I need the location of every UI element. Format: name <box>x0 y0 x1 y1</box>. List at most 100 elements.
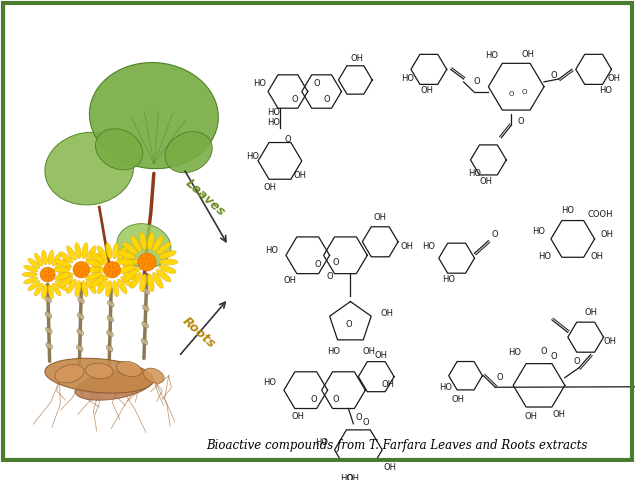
Ellipse shape <box>84 267 100 273</box>
Ellipse shape <box>24 265 38 272</box>
Ellipse shape <box>116 259 134 265</box>
Text: OH: OH <box>291 412 304 420</box>
Ellipse shape <box>46 343 52 349</box>
Ellipse shape <box>86 259 102 267</box>
Ellipse shape <box>141 338 148 345</box>
Text: HO: HO <box>316 438 328 447</box>
Ellipse shape <box>165 132 212 173</box>
Ellipse shape <box>156 269 171 282</box>
Ellipse shape <box>57 265 72 272</box>
Ellipse shape <box>52 253 61 266</box>
Text: Bioactive compounds from T. Farfara Leaves and Roots extracts: Bioactive compounds from T. Farfara Leav… <box>206 439 588 452</box>
Circle shape <box>138 253 156 271</box>
Ellipse shape <box>28 258 40 268</box>
Ellipse shape <box>113 281 119 297</box>
Text: HO: HO <box>328 347 340 356</box>
Text: O: O <box>332 396 339 404</box>
Text: O: O <box>509 91 514 97</box>
Ellipse shape <box>118 251 135 259</box>
Ellipse shape <box>75 281 81 297</box>
Text: OH: OH <box>584 308 597 317</box>
Text: OH: OH <box>264 183 276 192</box>
Text: O: O <box>550 71 557 80</box>
Ellipse shape <box>90 252 104 263</box>
Ellipse shape <box>28 281 40 291</box>
Text: O: O <box>291 95 298 104</box>
Ellipse shape <box>123 242 138 254</box>
Text: HO: HO <box>599 86 612 95</box>
Text: O: O <box>522 88 527 95</box>
Ellipse shape <box>55 259 71 267</box>
Text: HO: HO <box>263 378 276 387</box>
Text: HO: HO <box>422 242 435 251</box>
Ellipse shape <box>52 283 61 296</box>
Text: O: O <box>541 347 547 356</box>
Ellipse shape <box>123 259 139 267</box>
Text: O: O <box>550 352 557 361</box>
Ellipse shape <box>123 273 139 280</box>
Text: OH: OH <box>362 347 375 356</box>
Ellipse shape <box>77 345 83 351</box>
Ellipse shape <box>159 251 176 259</box>
Ellipse shape <box>45 132 134 205</box>
Ellipse shape <box>55 273 71 280</box>
Ellipse shape <box>92 273 108 280</box>
Text: HO: HO <box>340 474 353 480</box>
Ellipse shape <box>82 243 88 259</box>
Text: O: O <box>314 79 320 88</box>
Text: HO: HO <box>538 252 551 261</box>
Text: HO: HO <box>268 118 280 127</box>
Ellipse shape <box>159 259 178 265</box>
Ellipse shape <box>143 305 149 312</box>
Ellipse shape <box>121 252 134 263</box>
Text: OH: OH <box>525 412 538 420</box>
Ellipse shape <box>143 368 164 384</box>
Ellipse shape <box>95 129 143 170</box>
Text: O: O <box>326 272 333 281</box>
Ellipse shape <box>116 361 141 377</box>
Text: OH: OH <box>383 463 396 472</box>
Text: HO: HO <box>468 169 481 178</box>
Text: OH: OH <box>347 474 360 480</box>
Circle shape <box>40 267 55 282</box>
Ellipse shape <box>77 313 84 319</box>
Ellipse shape <box>90 62 218 168</box>
Text: Roots: Roots <box>179 314 218 350</box>
Text: HO: HO <box>253 79 267 88</box>
Text: HO: HO <box>532 227 545 236</box>
Ellipse shape <box>48 284 54 299</box>
Ellipse shape <box>67 246 76 260</box>
Text: HO: HO <box>268 108 280 117</box>
Ellipse shape <box>42 250 47 265</box>
Ellipse shape <box>152 236 163 252</box>
Ellipse shape <box>58 272 73 277</box>
Ellipse shape <box>24 277 38 284</box>
Text: O: O <box>518 117 524 126</box>
Text: OH: OH <box>591 252 604 261</box>
Ellipse shape <box>86 279 96 294</box>
Ellipse shape <box>75 243 81 259</box>
Text: O: O <box>285 135 291 144</box>
Text: OH: OH <box>351 54 364 63</box>
Text: OH: OH <box>553 410 566 419</box>
Ellipse shape <box>60 276 73 288</box>
Ellipse shape <box>90 276 103 288</box>
Text: HO: HO <box>401 74 414 84</box>
Ellipse shape <box>45 312 52 318</box>
Text: HO: HO <box>246 152 259 161</box>
Polygon shape <box>335 430 382 470</box>
Ellipse shape <box>131 273 141 288</box>
Ellipse shape <box>118 265 135 274</box>
Text: Leaves: Leaves <box>183 176 228 219</box>
Text: O: O <box>355 413 362 421</box>
Ellipse shape <box>45 296 51 303</box>
Ellipse shape <box>121 276 134 288</box>
Ellipse shape <box>117 246 127 260</box>
Ellipse shape <box>159 265 176 274</box>
Ellipse shape <box>147 274 154 292</box>
Ellipse shape <box>60 252 73 263</box>
Ellipse shape <box>35 253 43 266</box>
Polygon shape <box>258 143 302 179</box>
Text: O: O <box>473 77 480 86</box>
Ellipse shape <box>45 327 52 334</box>
